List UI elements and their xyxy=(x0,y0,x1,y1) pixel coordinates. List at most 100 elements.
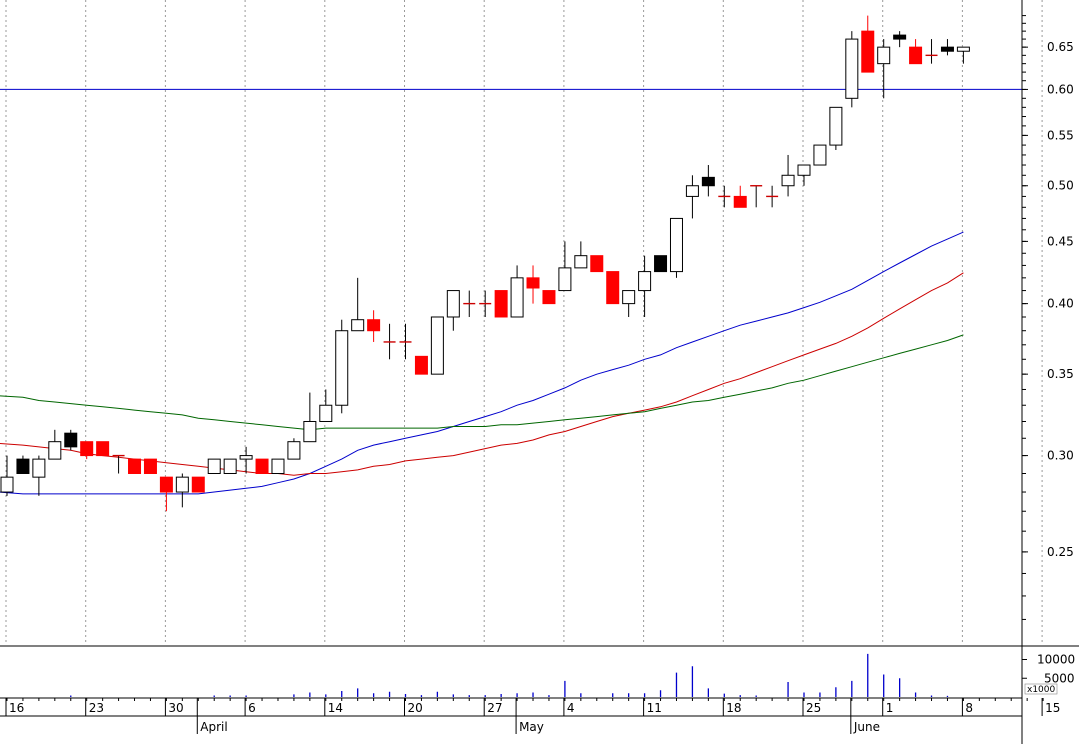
candle-body xyxy=(32,458,46,478)
candle xyxy=(622,290,636,317)
candle xyxy=(909,39,923,65)
date-label-3: 6 xyxy=(248,701,256,715)
candle xyxy=(335,319,349,414)
candle-body xyxy=(191,476,205,493)
price-tick-label-1: 0.30 xyxy=(1047,449,1074,463)
candle xyxy=(526,265,540,304)
candle-body xyxy=(510,277,524,318)
candle xyxy=(191,476,205,493)
candle xyxy=(797,164,811,186)
date-label-11: 1 xyxy=(886,701,894,715)
candle-body xyxy=(940,46,954,52)
candle-body xyxy=(733,195,747,208)
date-label-8: 11 xyxy=(647,701,662,715)
candle-body xyxy=(48,441,62,460)
candle-body xyxy=(622,290,636,305)
candle-body xyxy=(797,164,811,176)
candle-body xyxy=(829,106,843,146)
candle xyxy=(574,241,588,269)
candle-body xyxy=(319,404,333,422)
candle xyxy=(207,458,221,474)
candle xyxy=(845,31,859,108)
candle xyxy=(319,389,333,422)
candle-body xyxy=(542,290,556,305)
candle xyxy=(781,154,795,197)
candle-body xyxy=(0,476,14,493)
volume-tick-label-1: 10000 xyxy=(1037,653,1075,667)
candle-body xyxy=(351,319,365,332)
candle-body xyxy=(861,30,875,73)
date-label-10: 25 xyxy=(806,701,821,715)
candle-body xyxy=(287,441,301,460)
candle-body xyxy=(80,441,94,457)
candle xyxy=(829,106,843,151)
candle xyxy=(223,458,237,474)
candle xyxy=(175,473,189,508)
candle xyxy=(367,310,381,342)
date-label-4: 14 xyxy=(328,701,343,715)
candle xyxy=(48,429,62,460)
candle xyxy=(143,458,157,474)
price-tick-label-6: 0.55 xyxy=(1047,128,1074,142)
candle-body xyxy=(654,255,668,273)
candle xyxy=(733,185,747,208)
candle xyxy=(64,429,78,451)
candle xyxy=(128,458,142,474)
candle xyxy=(669,217,683,278)
candle-body xyxy=(669,217,683,273)
candle xyxy=(494,290,508,318)
candle xyxy=(718,185,731,208)
candle xyxy=(80,441,94,460)
date-label-7: 4 xyxy=(567,701,575,715)
ma-short-line xyxy=(0,231,964,495)
price-tick-label-8: 0.65 xyxy=(1047,40,1074,54)
candle-body xyxy=(335,330,349,406)
candle-body xyxy=(813,144,827,166)
candle-body xyxy=(446,290,460,318)
candle-body xyxy=(207,458,221,474)
candle xyxy=(351,277,365,332)
candle-body xyxy=(223,458,237,474)
ma-long-line xyxy=(0,334,964,431)
candle xyxy=(925,39,938,64)
candlestick-series xyxy=(0,15,970,512)
candle-body xyxy=(574,255,588,269)
candle-body xyxy=(606,271,620,305)
candle xyxy=(383,323,396,360)
ma-mid-line xyxy=(0,272,964,476)
vertical-gridlines xyxy=(5,0,1043,644)
candle xyxy=(463,290,476,317)
candle xyxy=(685,175,699,219)
candle xyxy=(446,290,460,331)
month-label-1: May xyxy=(519,720,544,734)
candle xyxy=(542,290,556,305)
price-tick-label-0: 0.25 xyxy=(1047,545,1074,559)
candle xyxy=(606,271,620,305)
candle-body xyxy=(781,174,795,187)
candle xyxy=(287,438,301,460)
date-label-12: 8 xyxy=(965,701,973,715)
price-tick-label-4: 0.45 xyxy=(1047,234,1074,248)
candle xyxy=(510,265,524,318)
candle xyxy=(590,255,604,273)
candle-body xyxy=(590,255,604,273)
candle xyxy=(303,392,317,443)
candle-body xyxy=(638,271,652,292)
date-label-2: 30 xyxy=(168,701,183,715)
price-tick-label-2: 0.35 xyxy=(1047,367,1074,381)
candle-body xyxy=(367,319,381,332)
candle xyxy=(701,165,715,197)
candle-body xyxy=(96,441,110,457)
month-label-0: April xyxy=(200,720,227,734)
candle-body xyxy=(526,277,540,289)
price-tick-label-7: 0.60 xyxy=(1047,82,1074,96)
candle xyxy=(877,39,891,99)
candle xyxy=(399,323,412,360)
candle xyxy=(813,144,827,166)
date-label-5: 20 xyxy=(408,701,423,715)
volume-panel: 5000 10000 x1000 xyxy=(70,653,1075,697)
date-label-6: 27 xyxy=(487,701,502,715)
